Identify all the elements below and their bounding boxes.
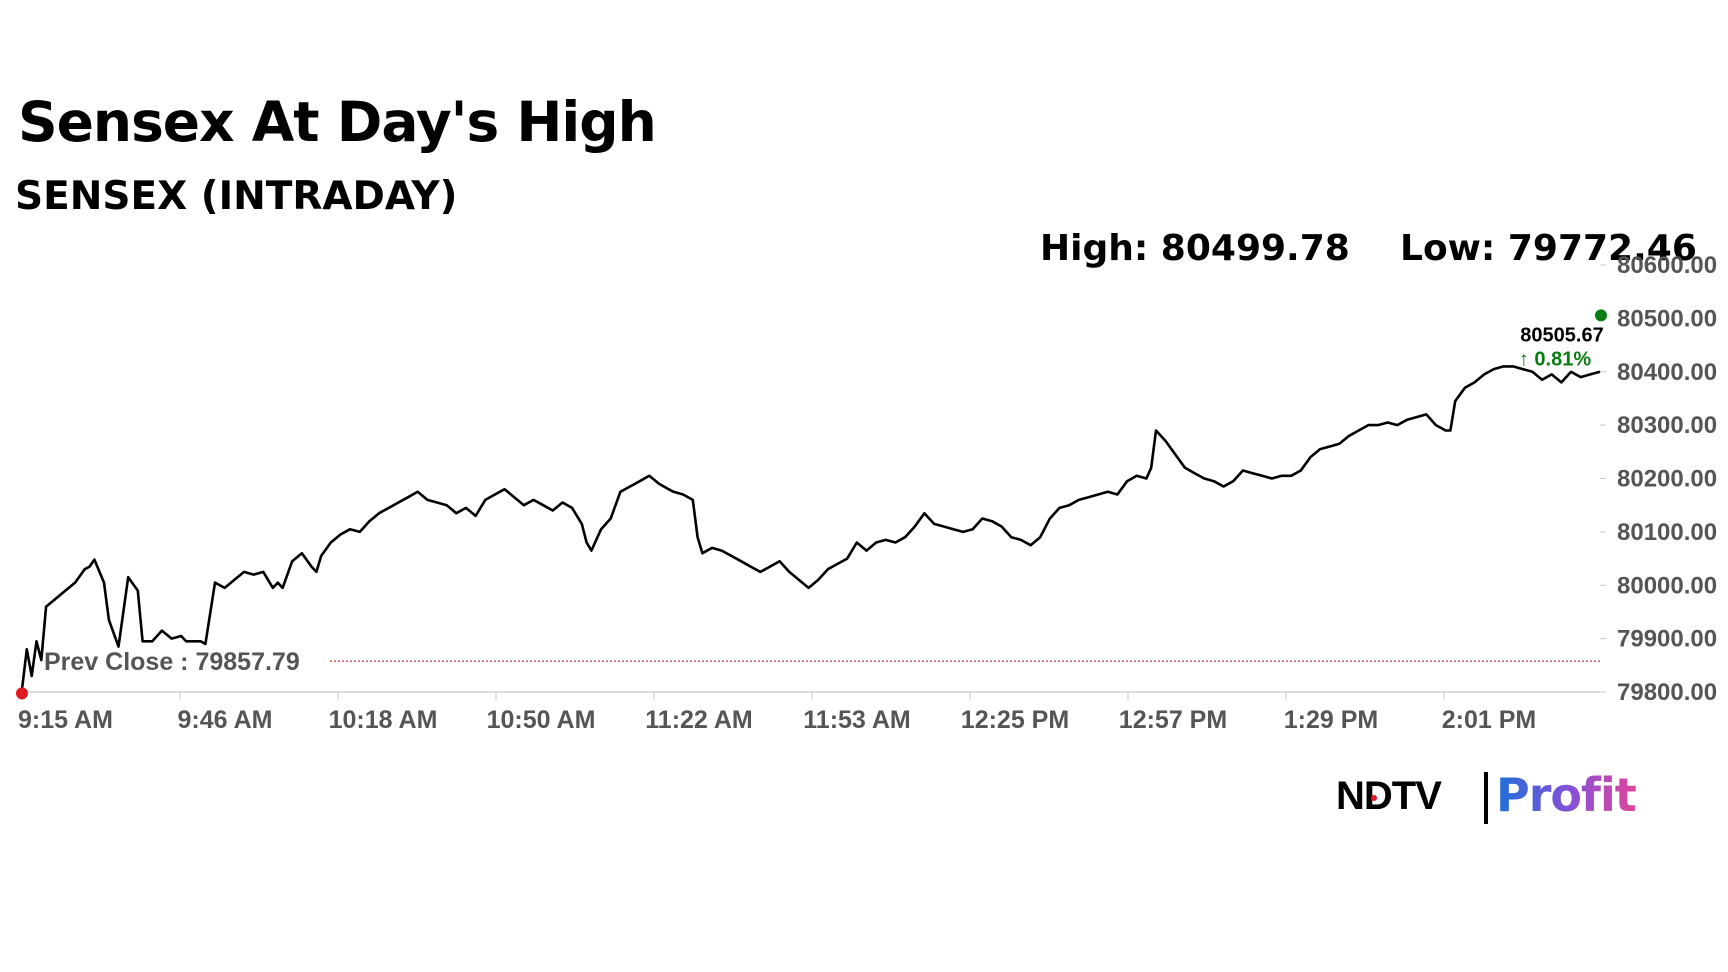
- y-tick-label: 79900.00: [1617, 626, 1717, 653]
- x-axis: 9:15 AM 9:46 AM 10:18 AM 10:50 AM 11:22 AM 11…: [18, 691, 1600, 734]
- x-tick-label: 9:46 AM: [178, 706, 273, 734]
- logo-divider: [1484, 772, 1488, 824]
- y-axis: 79800.00 79900.00 80000.00 80100.00 80200.00…: [1600, 252, 1717, 706]
- y-tick-label: 80600.00: [1617, 252, 1717, 279]
- prev-close-label: Prev Close : 79857.79: [44, 648, 300, 676]
- y-tick-label: 80300.00: [1617, 412, 1717, 439]
- logo-ndtv-text: NDTV: [1336, 774, 1442, 818]
- y-tick-label: 80000.00: [1617, 572, 1717, 599]
- x-tick-label: 11:53 AM: [803, 706, 910, 734]
- last-price-marker-dot: [1595, 309, 1607, 322]
- x-tick-label: 12:57 PM: [1119, 706, 1227, 734]
- y-tick-label: 80500.00: [1617, 305, 1717, 332]
- day-low-label: Low: 79772.46: [1400, 228, 1697, 269]
- sensex-price-line: [20, 365, 1601, 690]
- logo-profit-text: Profit: [1496, 768, 1637, 822]
- x-tick-label: 11:22 AM: [645, 706, 752, 734]
- y-tick-label: 80400.00: [1617, 359, 1717, 386]
- last-change-label: ↑ 0.81%: [1519, 348, 1591, 370]
- y-tick-label: 80200.00: [1617, 466, 1717, 493]
- ndtv-profit-logo: NDTV Profit: [1336, 768, 1637, 830]
- chart-subtitle: SENSEX (INTRADAY): [15, 174, 458, 219]
- x-tick-label: 9:15 AM: [18, 706, 113, 734]
- logo-red-dot: [1371, 795, 1377, 801]
- y-tick-label: 79800.00: [1617, 679, 1717, 706]
- x-tick-label: 10:50 AM: [487, 706, 596, 734]
- x-tick-label: 1:29 PM: [1284, 706, 1378, 734]
- x-tick-label: 10:18 AM: [329, 706, 438, 734]
- headline: Sensex At Day's High: [18, 90, 657, 154]
- x-tick-label: 2:01 PM: [1442, 706, 1536, 734]
- open-marker-dot: [16, 687, 28, 700]
- x-tick-label: 12:25 PM: [961, 706, 1069, 734]
- day-high-label: High: 80499.78: [1040, 228, 1350, 269]
- y-tick-label: 80100.00: [1617, 519, 1717, 546]
- last-price-label: 80505.67: [1520, 324, 1603, 346]
